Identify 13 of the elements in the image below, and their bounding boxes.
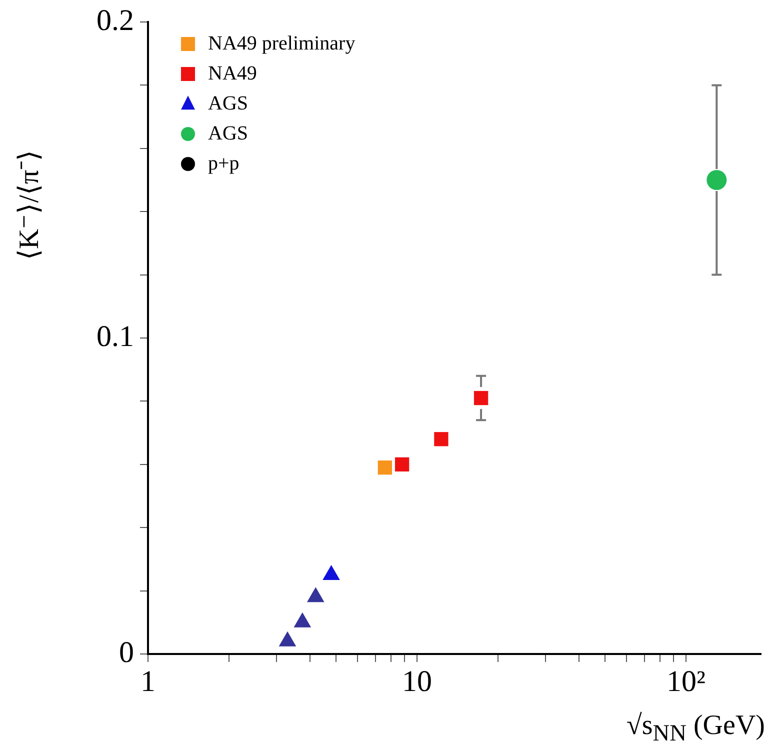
legend-label: p+p	[208, 152, 240, 174]
y-tick-label: 0.2	[96, 4, 134, 37]
legend-label: AGS	[208, 92, 248, 114]
legend-label: NA49	[208, 62, 257, 84]
x-tick-label: 10	[402, 664, 432, 698]
x-tick-label: 10²	[666, 664, 706, 698]
x-tick-label: 1	[140, 664, 156, 698]
y-tick-label: 0	[119, 636, 134, 669]
legend-label: NA49 preliminary	[208, 32, 356, 54]
legend-label: AGS	[208, 122, 248, 144]
y-axis-title: ⟨K⁻⟩/⟨π⁻⟩	[13, 150, 45, 260]
y-tick-label: 0.1	[96, 320, 134, 353]
x-axis-title: √s$_{NN}$ (GeV)	[626, 710, 765, 748]
